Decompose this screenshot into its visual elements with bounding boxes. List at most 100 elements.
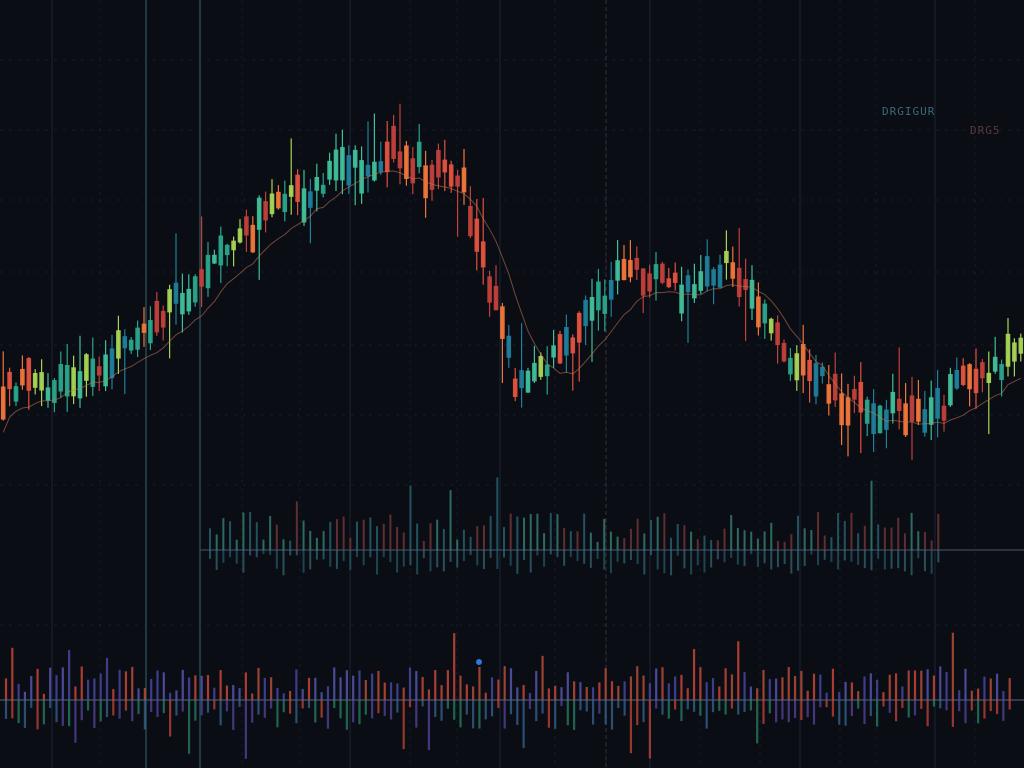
- candle-body: [1005, 333, 1011, 367]
- candle-body: [218, 235, 224, 266]
- candle-body: [1018, 337, 1024, 354]
- candle-body: [551, 345, 556, 358]
- candle-body: [192, 276, 198, 303]
- candle-body: [660, 263, 665, 283]
- candle-body: [839, 393, 844, 426]
- candle-body: [973, 368, 979, 394]
- candle-body: [212, 254, 217, 264]
- candle-body: [436, 149, 441, 178]
- candle-body: [231, 240, 236, 251]
- candle-body: [468, 205, 473, 237]
- candle-body: [263, 201, 268, 221]
- candle-body: [679, 284, 684, 314]
- candle-body: [941, 405, 947, 421]
- candle-body: [960, 365, 966, 385]
- candle-body: [807, 359, 812, 382]
- candle-body: [20, 368, 25, 386]
- candle-body: [13, 386, 19, 402]
- candle-body: [429, 164, 435, 190]
- marker-dot: [476, 659, 482, 665]
- candle-body: [615, 260, 620, 281]
- candle-body: [276, 191, 281, 209]
- candle-body: [167, 289, 172, 313]
- candle-body: [512, 378, 518, 397]
- candle-body: [448, 164, 454, 187]
- candle-body: [768, 318, 774, 334]
- candle-body: [474, 218, 480, 252]
- candle-body: [128, 339, 134, 351]
- candle-body: [672, 272, 678, 283]
- watermark-text: DRGIGUR: [882, 105, 935, 118]
- candle-body: [583, 299, 588, 327]
- candle-body: [148, 320, 153, 344]
- oscillator-panel: [0, 632, 1024, 759]
- candle-body: [634, 257, 640, 270]
- candle-body: [884, 409, 889, 430]
- candle-body: [26, 358, 32, 391]
- candle-body: [199, 269, 204, 287]
- candle-body: [404, 145, 409, 180]
- candle-body: [205, 254, 211, 289]
- candle-body: [647, 273, 652, 292]
- candle-body: [493, 285, 499, 311]
- candle-body: [71, 367, 76, 397]
- candle-body: [538, 355, 544, 377]
- candle-body: [685, 275, 691, 293]
- candle-body: [340, 147, 345, 181]
- candle-body: [256, 197, 262, 230]
- candle-body: [980, 362, 985, 379]
- candle-body: [90, 358, 96, 387]
- candle-body: [308, 191, 313, 208]
- candlestick-series: [0, 103, 1024, 461]
- candle-body: [640, 268, 646, 296]
- candle-body: [935, 388, 940, 419]
- candle-body: [442, 159, 448, 173]
- candle-body: [391, 125, 396, 159]
- candle-body: [698, 271, 704, 291]
- candle-body: [890, 391, 896, 414]
- candle-body: [0, 386, 6, 420]
- candle-body: [359, 160, 364, 194]
- candle-body: [909, 395, 915, 422]
- candle-body: [602, 295, 608, 314]
- candle-body: [84, 354, 89, 381]
- candle-body: [173, 282, 179, 304]
- candle-body: [301, 188, 307, 223]
- candle-body: [544, 364, 550, 377]
- candle-body: [372, 161, 377, 181]
- candle-body: [77, 371, 83, 399]
- candle-body: [986, 372, 992, 384]
- candle-body: [711, 269, 716, 286]
- candle-body: [52, 380, 57, 403]
- candle-body: [135, 327, 140, 350]
- candle-body: [237, 228, 243, 243]
- candle-body: [992, 356, 998, 372]
- candle-body: [455, 175, 460, 187]
- candle-body: [288, 185, 294, 197]
- candle-body: [928, 397, 934, 425]
- candle-body: [666, 278, 672, 288]
- candle-body: [743, 279, 748, 291]
- candle-body: [519, 370, 524, 389]
- candle-body: [820, 366, 825, 377]
- candle-body: [333, 149, 339, 181]
- volume-panel: [200, 477, 1024, 576]
- candle-body: [596, 281, 601, 311]
- candle-body: [864, 399, 870, 424]
- candle-body: [794, 353, 800, 381]
- candle-body: [692, 284, 697, 299]
- candle-body: [180, 292, 185, 315]
- candle-body: [365, 164, 371, 177]
- candle-body: [410, 158, 416, 184]
- candle-body: [576, 312, 582, 343]
- candle-body: [244, 216, 249, 236]
- candle-body: [653, 264, 659, 280]
- candle-body: [775, 322, 780, 346]
- candle-body: [397, 151, 403, 169]
- candle-body: [621, 258, 627, 281]
- candle-body: [269, 193, 275, 215]
- candle-body: [532, 362, 537, 382]
- candle-body: [461, 167, 467, 193]
